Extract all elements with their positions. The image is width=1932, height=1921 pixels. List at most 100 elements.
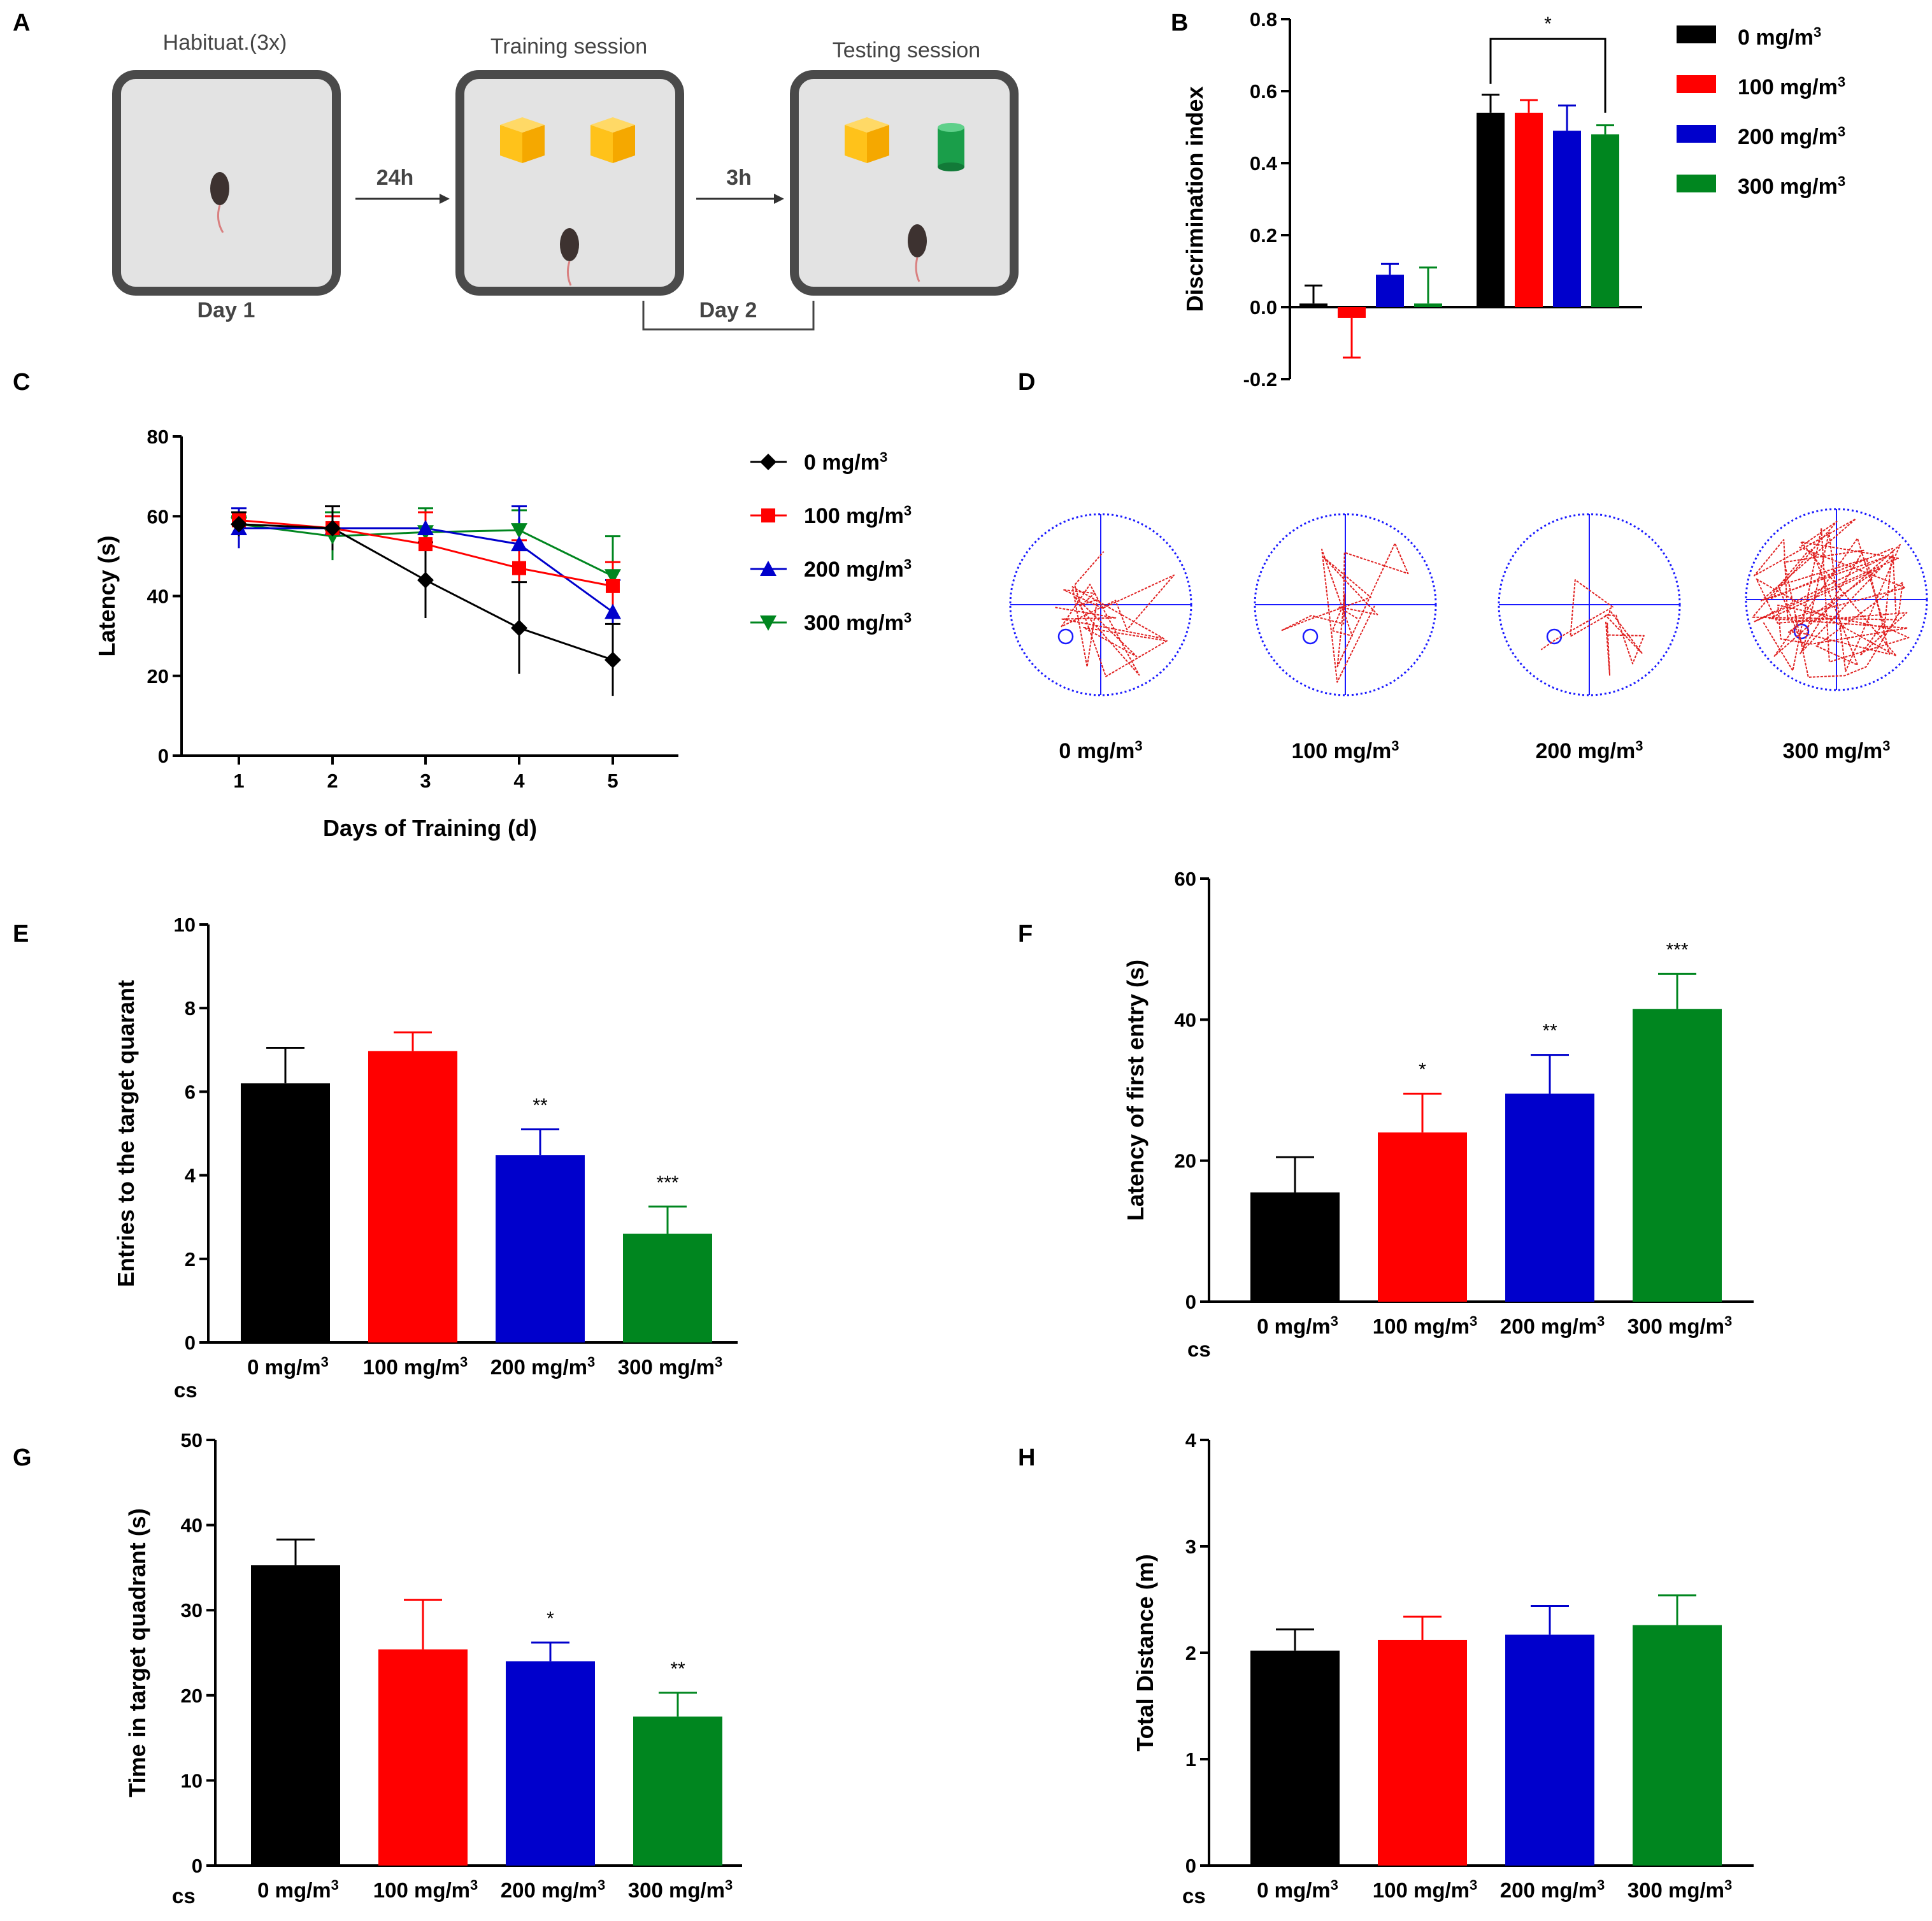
mouse-icon — [560, 228, 579, 286]
panel-label-a: A — [13, 10, 30, 36]
cs-label: cs — [1187, 1337, 1211, 1361]
significance-star: * — [1419, 1060, 1426, 1081]
data-point — [417, 572, 434, 589]
bar-0 — [1250, 1650, 1340, 1866]
y-axis-title: Total Distance (m) — [1132, 1554, 1158, 1751]
data-point — [324, 520, 341, 537]
significance-star: *** — [656, 1172, 678, 1193]
maze-group-label-1: 100 mg/m3 — [1291, 738, 1399, 763]
x-category-label: 0 mg/m3 — [1257, 1877, 1338, 1902]
bar-testing-1 — [1515, 112, 1543, 307]
legend-swatch-0 — [1677, 25, 1716, 43]
panel-label-h: H — [1018, 1444, 1035, 1471]
y-tick-label: 30 — [181, 1599, 203, 1622]
data-point — [511, 619, 527, 637]
y-tick-label: 0.8 — [1250, 8, 1277, 31]
y-tick-label: 2 — [185, 1248, 196, 1270]
legend-label-1: 100 mg/m3 — [804, 503, 912, 528]
bar-testing-0 — [1477, 112, 1505, 307]
data-point — [419, 537, 433, 552]
interval-24h-label: 24h — [376, 166, 414, 190]
bar-3 — [1633, 1009, 1722, 1302]
y-tick-label: 60 — [1175, 868, 1196, 890]
x-tick-label: 3 — [420, 770, 431, 792]
panel-label-e: E — [13, 921, 29, 947]
bar-0 — [1250, 1192, 1340, 1302]
data-point — [606, 579, 620, 593]
bar-2 — [506, 1661, 595, 1866]
habituation-label: Habituat.(3x) — [163, 31, 287, 55]
legend-marker-2 — [760, 561, 776, 576]
data-point — [605, 569, 621, 585]
day2-label: Day 2 — [699, 298, 757, 322]
bar-2 — [496, 1155, 585, 1342]
maze-tracks-d: 0 mg/m3 100 mg/m3 200 mg/m3 300 mg/m3 — [1009, 508, 1928, 763]
bar-0 — [241, 1083, 330, 1342]
y-tick-label: 0.0 — [1250, 296, 1277, 319]
training-label: Training session — [490, 34, 647, 59]
cube-object-icon — [500, 117, 545, 163]
x-category-label: 200 mg/m3 — [1500, 1877, 1605, 1902]
chart-h: 4 3 2 1 0 Total Distance (m) 0 mg/m3 100 mg/m3 2… — [1132, 1429, 1754, 1908]
x-category-label: 100 mg/m3 — [1373, 1877, 1478, 1902]
legend-label-0: 0 mg/m3 — [1738, 24, 1821, 50]
x-tick-label: 4 — [513, 770, 525, 792]
maze-group-label-0: 0 mg/m3 — [1059, 738, 1142, 763]
legend-swatch-3 — [1677, 175, 1716, 192]
panel-label-b: B — [1171, 10, 1188, 36]
significance-star: *** — [1666, 939, 1688, 960]
chart-g: 50 40 30 20 10 0 Time in target quadrant (s) 0 … — [124, 1429, 742, 1908]
platform-marker — [1302, 628, 1319, 645]
maze-group-label-3: 300 mg/m3 — [1782, 738, 1890, 763]
legend-label-3: 300 mg/m3 — [1738, 173, 1845, 199]
x-category-label: 300 mg/m3 — [1628, 1877, 1733, 1902]
bar-training-3 — [1414, 303, 1442, 307]
y-tick-label: 0 — [185, 1332, 196, 1354]
y-tick-label: 60 — [147, 505, 169, 528]
y-tick-label: 2 — [1185, 1642, 1196, 1664]
y-tick-label: 3 — [1185, 1536, 1196, 1558]
mouse-icon — [210, 172, 229, 233]
legend-c: 0 mg/m3 100 mg/m3 200 mg/m3 300 mg/m3 — [750, 449, 912, 635]
bar-2 — [1505, 1093, 1594, 1302]
y-tick-label: 0 — [1185, 1855, 1196, 1877]
data-point — [231, 515, 247, 533]
x-category-label: 300 mg/m3 — [628, 1877, 733, 1902]
y-axis-title: Discrimination index — [1182, 86, 1208, 312]
cube-object-icon — [845, 117, 889, 163]
significance-star: * — [547, 1608, 554, 1629]
legend-label-1: 100 mg/m3 — [1738, 74, 1845, 99]
y-tick-label: 20 — [181, 1685, 203, 1707]
y-tick-label: 0 — [158, 745, 169, 767]
x-category-label: 0 mg/m3 — [1257, 1313, 1338, 1338]
legend-label-0: 0 mg/m3 — [804, 449, 887, 475]
chart-f: 60 40 20 0 Latency of first entry (s) 0 mg/m3… — [1122, 868, 1754, 1361]
y-tick-label: 0.4 — [1250, 152, 1278, 175]
legend-marker-3 — [760, 615, 776, 631]
cube-object-icon — [590, 117, 635, 163]
data-point — [605, 603, 621, 619]
interval-3h-label: 3h — [726, 166, 752, 190]
cs-label: cs — [1182, 1884, 1206, 1908]
panel-label-f: F — [1018, 921, 1033, 947]
panel-label-d: D — [1018, 369, 1035, 396]
arrowhead-icon — [774, 194, 784, 204]
cylinder-object-icon — [938, 123, 964, 171]
bar-testing-3 — [1591, 134, 1619, 308]
x-category-label: 300 mg/m3 — [1628, 1313, 1733, 1338]
legend-label-2: 200 mg/m3 — [1738, 124, 1845, 149]
legend-marker-1 — [761, 508, 775, 522]
x-axis-title: Days of Training (d) — [323, 815, 537, 841]
swim-track — [1540, 579, 1645, 676]
cs-label: cs — [172, 1884, 196, 1908]
x-category-label: 100 mg/m3 — [363, 1354, 468, 1379]
y-tick-label: 0 — [192, 1855, 203, 1877]
x-category-label: 0 mg/m3 — [257, 1877, 339, 1902]
bar-1 — [378, 1649, 468, 1866]
significance-star: ** — [1542, 1021, 1557, 1042]
y-tick-label: 4 — [185, 1165, 196, 1187]
y-tick-label: 40 — [1175, 1009, 1196, 1031]
legend-label-2: 200 mg/m3 — [804, 556, 912, 582]
legend-swatch-2 — [1677, 125, 1716, 143]
x-tick-label: 1 — [233, 770, 244, 792]
